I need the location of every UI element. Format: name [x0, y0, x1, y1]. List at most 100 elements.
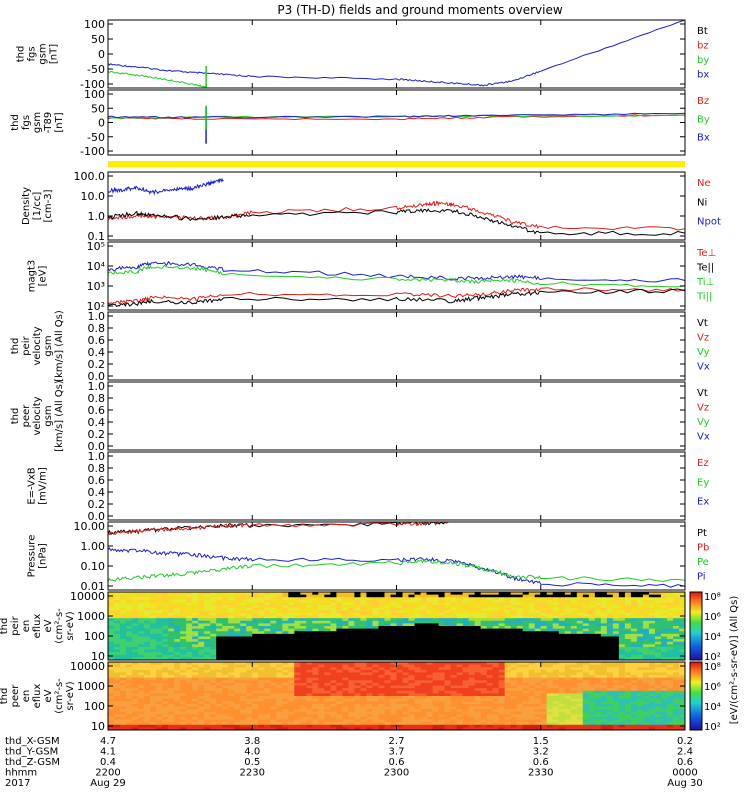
heatmap-cell	[456, 672, 464, 676]
heatmap-cell	[486, 703, 494, 708]
heatmap-cell	[570, 639, 578, 643]
heatmap-cell	[240, 654, 247, 658]
heatmap-cell	[330, 682, 337, 687]
heatmap-cell	[300, 667, 307, 671]
heatmap-cell	[450, 690, 458, 694]
heatmap-cell	[306, 722, 313, 726]
heatmap-cell	[246, 657, 253, 660]
heatmap-cell	[456, 696, 464, 700]
heatmap-cell	[258, 602, 265, 606]
heatmap-cell	[126, 592, 133, 596]
heatmap-cell	[336, 709, 344, 713]
heatmap-cell	[480, 682, 488, 687]
heatmap-cell	[618, 612, 626, 617]
heatmap-cell	[672, 618, 680, 622]
heatmap-cell	[270, 719, 277, 723]
heatmap-cell	[426, 696, 434, 700]
heatmap-cell	[222, 669, 229, 674]
heatmap-cell	[606, 631, 614, 635]
heatmap-cell	[480, 688, 488, 692]
heatmap-cell	[462, 657, 470, 660]
heatmap-cell	[252, 631, 259, 635]
heatmap-cell	[168, 698, 175, 702]
legend-entry: Vt	[697, 388, 708, 399]
heatmap-cell	[630, 636, 638, 640]
heatmap-cell	[516, 662, 524, 666]
heatmap-cell	[294, 727, 301, 730]
heatmap-cell	[210, 641, 217, 645]
heatmap-cell	[276, 711, 283, 715]
heatmap-cell	[432, 610, 440, 614]
heatmap-cell	[186, 620, 193, 624]
heatmap-cell	[264, 644, 271, 648]
heatmap-cell	[606, 641, 614, 645]
heatmap-cell	[462, 685, 470, 689]
heatmap-cell	[564, 688, 572, 692]
heatmap-cell	[618, 649, 626, 653]
heatmap-cell	[606, 657, 614, 660]
heatmap-cell	[450, 633, 458, 638]
heatmap-cell	[216, 628, 223, 632]
heatmap-cell	[108, 727, 115, 730]
heatmap-cell	[510, 690, 518, 694]
heatmap-cell	[288, 703, 295, 708]
heatmap-cell	[576, 682, 584, 687]
heatmap-cell	[390, 628, 398, 632]
heatmap-cell	[678, 597, 685, 601]
heatmap-cell	[324, 652, 331, 656]
heatmap-cell	[198, 714, 205, 718]
heatmap-cell	[132, 607, 139, 611]
heatmap-cell	[504, 698, 512, 702]
heatmap-cell	[558, 664, 566, 668]
heatmap-cell	[510, 664, 518, 668]
heatmap-cell	[390, 701, 398, 705]
heatmap-cell	[204, 693, 211, 697]
heatmap-cell	[528, 662, 536, 666]
heatmap-cell	[450, 623, 458, 627]
heatmap-cell	[306, 719, 313, 723]
series-blue	[108, 20, 685, 87]
heatmap-cell	[642, 610, 650, 614]
heatmap-cell	[366, 633, 374, 638]
heatmap-cell	[606, 719, 614, 723]
heatmap-cell	[114, 719, 121, 723]
heatmap-cell	[408, 669, 416, 674]
heatmap-cell	[192, 716, 199, 721]
heatmap-cell	[324, 727, 331, 730]
heatmap-cell	[636, 636, 644, 640]
heatmap-cell	[144, 693, 151, 697]
heatmap-cell	[114, 688, 121, 692]
heatmap-cell	[342, 724, 350, 728]
heatmap-cell	[186, 657, 193, 660]
heatmap-cell	[300, 636, 307, 640]
heatmap-cell	[540, 677, 548, 681]
heatmap-cell	[186, 599, 193, 604]
heatmap-cell	[564, 620, 572, 624]
heatmap-cell	[558, 631, 566, 635]
heatmap-cell	[240, 703, 247, 708]
heatmap-cell	[378, 628, 386, 632]
heatmap-cell	[312, 610, 319, 614]
heatmap-cell	[324, 690, 331, 694]
heatmap-cell	[444, 690, 452, 694]
heatmap-cell	[306, 649, 313, 653]
heatmap-cell	[180, 620, 187, 624]
heatmap-cell	[174, 641, 181, 645]
heatmap-cell	[540, 620, 548, 624]
heatmap-cell	[342, 615, 350, 619]
heatmap-cell	[114, 599, 121, 604]
heatmap-cell	[330, 654, 337, 658]
heatmap-cell	[516, 654, 524, 658]
heatmap-cell	[516, 722, 524, 726]
heatmap-cell	[384, 623, 392, 627]
heatmap-cell	[576, 646, 584, 651]
heatmap-cell	[366, 701, 374, 705]
heatmap-cell	[384, 636, 392, 640]
heatmap-cell	[126, 633, 133, 638]
heatmap-cell	[600, 693, 608, 697]
heatmap-cell	[414, 618, 422, 622]
heatmap-cell	[450, 626, 458, 630]
heatmap-cell	[228, 709, 235, 713]
heatmap-cell	[432, 680, 440, 684]
